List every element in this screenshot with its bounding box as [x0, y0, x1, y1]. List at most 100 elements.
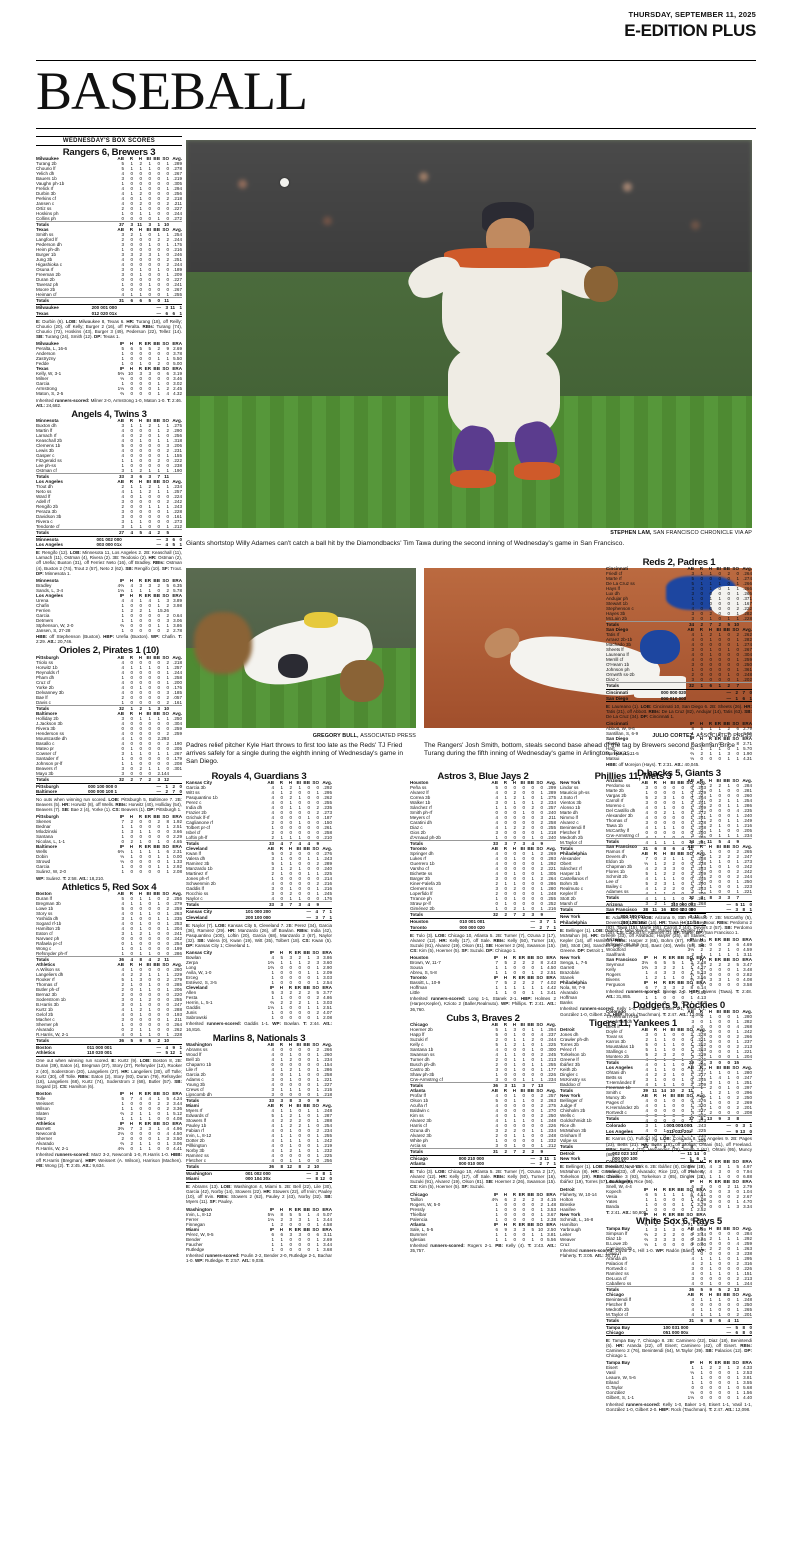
totals-cell: 5	[694, 837, 703, 844]
pitching-row: Cruz ⅓ 1 0 0 0 0 0.00	[560, 1242, 706, 1247]
stat-cell: 1	[718, 1270, 721, 1276]
stat-cell: 1	[700, 1296, 703, 1302]
pitch-stat: 4.08	[697, 1196, 706, 1202]
stat-cell: 1	[727, 1075, 730, 1081]
stat-cell: 1	[700, 1311, 703, 1317]
player-name: Lewis 3b	[36, 447, 54, 453]
stat-cell: 1	[316, 1147, 319, 1153]
pitch-stat: 0	[307, 994, 310, 1000]
player-name: Lowe 1b	[36, 906, 54, 912]
player-name: Tawa 1b	[606, 822, 623, 828]
stat-cell: 1	[139, 493, 142, 499]
table-row: Pérez rf 5 1 1 0 0 1.263	[560, 1047, 706, 1052]
pitch-stat: 0	[727, 1375, 730, 1381]
stat-cell: 0	[504, 891, 507, 897]
pitch-stat: 3	[540, 1196, 543, 1202]
pitch-stat: 1	[727, 1203, 730, 1209]
stat-cell: 2	[736, 868, 739, 874]
stat-cell: 3	[121, 765, 124, 771]
stat-cell: .223	[743, 883, 752, 889]
stat-cell: 1	[736, 1019, 739, 1025]
stat-cell: 0	[298, 790, 301, 796]
pitch-stat: 2	[718, 947, 721, 953]
linescore-team: Los Angeles	[606, 1128, 633, 1134]
table-row: Rice dh 3 1 1 1 1 1.243	[560, 1123, 706, 1128]
stat-cell: 1	[148, 282, 151, 288]
player-name: Keaschall 2b	[36, 437, 63, 443]
stat-cell: .200	[173, 679, 182, 685]
stat-cell: 0	[148, 699, 151, 705]
stat-cell: 0	[663, 800, 666, 806]
stat-cell: 1	[139, 272, 142, 278]
stat-cell: 0	[727, 632, 730, 638]
pitch-stat: 0	[522, 1201, 525, 1207]
stat-cell: 0	[298, 856, 301, 862]
pitch-stat: 0	[709, 1375, 712, 1381]
pitching-team: Houston	[410, 954, 429, 960]
stat-cell: 0	[672, 815, 675, 821]
pitch-stat: 0	[718, 755, 721, 761]
pitching-row: Ferrien 1 2 2 1 1 5.26	[36, 608, 182, 613]
stat-cell: 1	[691, 596, 694, 602]
pitcher-name: Abbott, W, 9-6	[606, 725, 635, 731]
pitching-row: Yates 1 0 0 0 0 1 4.70	[606, 1199, 752, 1204]
pitch-stat: 1	[681, 1201, 684, 1207]
stat-cell: .242	[173, 498, 182, 504]
stat-cell: 5	[495, 1097, 498, 1103]
stat-cell: .242	[743, 868, 752, 874]
stat-cell: .288	[323, 1117, 332, 1123]
stat-cell: 0	[121, 277, 124, 283]
totals-cell: 10	[666, 1086, 675, 1093]
pitch-stat: 0	[130, 864, 133, 870]
stat-cell: 2	[166, 694, 169, 700]
pitch-stat: 8	[690, 984, 693, 990]
stat-cell: 1	[700, 782, 703, 788]
stat-cell: .247	[743, 853, 752, 859]
pitch-stat: 0	[298, 964, 301, 970]
stat-cell: 4	[271, 1056, 274, 1062]
player-name: Betts ss	[606, 1075, 623, 1081]
stat-cell: 0	[709, 807, 712, 813]
stat-cell: 1	[718, 787, 721, 793]
stat-cell: 0	[157, 1032, 160, 1038]
stat-cell: 0	[700, 827, 703, 833]
pitch-stat: 2	[522, 959, 525, 965]
pitch-stat: 1	[531, 1236, 534, 1242]
stat-cell: 1	[709, 1100, 712, 1106]
stat-cell: 4	[691, 1260, 694, 1266]
stat-cell: 4	[691, 642, 694, 648]
pitch-stat: 2	[157, 361, 160, 367]
stat-cell: 0	[121, 936, 124, 942]
linescore-team: Milwaukee	[36, 305, 59, 311]
stat-cell: 0	[522, 866, 525, 872]
pitch-header: ER	[668, 954, 675, 960]
stat-cell: 0	[166, 457, 169, 463]
pitcher-name: Suárez, W, 2-0	[36, 869, 67, 875]
stat-cell: 0	[504, 1142, 507, 1148]
pitch-stat: 4.33	[743, 1365, 752, 1371]
pitch-stat: 3⅓	[687, 947, 694, 953]
pitch-stat: 0	[681, 999, 684, 1005]
stat-cell: 0	[504, 1046, 507, 1052]
totals-cell: 33	[115, 473, 124, 479]
pitcher-name: Finnegan	[186, 1221, 205, 1227]
pitch-stat: 3.53	[547, 1206, 556, 1212]
pitch-stat: 1	[157, 839, 160, 845]
stat-cell: .144	[160, 770, 169, 776]
pitch-stat: 2	[531, 979, 534, 985]
pitch-header: SO	[312, 949, 319, 955]
stat-cell: 4	[121, 493, 124, 499]
stat-cell: 0	[700, 1250, 703, 1256]
pitcher-name: Hanifee	[560, 1206, 576, 1212]
stat-cell: 0	[157, 896, 160, 902]
pitch-stat: 0	[709, 982, 712, 988]
table-row: Laureano lf 4 0 1 0 0 0.304	[606, 652, 752, 657]
pitch-header: SO	[162, 1120, 169, 1126]
stat-cell: 0	[681, 1071, 684, 1077]
stat-header: R	[129, 962, 133, 968]
player-name: Kepler lf	[560, 891, 577, 897]
pitch-stat: 0	[672, 1241, 675, 1247]
stat-cell: 0	[522, 856, 525, 862]
stat-cell: 3	[691, 1090, 694, 1096]
stat-cell: 4	[121, 669, 124, 675]
